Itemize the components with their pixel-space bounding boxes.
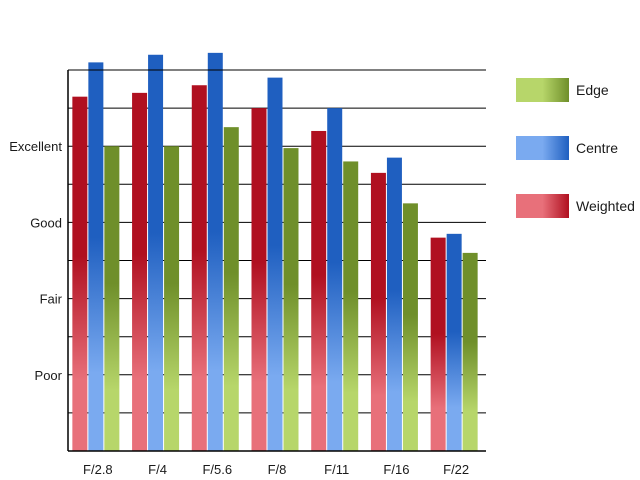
bar-centre-f8: [267, 77, 283, 452]
x-tick-label: F/11: [324, 462, 349, 477]
bars: [72, 52, 478, 452]
bar-edge-f56: [223, 127, 239, 452]
x-tick-label: F/4: [148, 462, 167, 477]
axes: F/2.8 F/4 F/5.6 F/8 F/11 F/16 F/22 Poor Fair Good…: [9, 69, 486, 477]
bar-weighted-f22: [430, 237, 446, 451]
bar-weighted-f56: [191, 85, 207, 452]
legend: Edge Centre Weighted: [516, 78, 635, 218]
legend-swatch-weighted: [516, 194, 569, 218]
bar-weighted-f16: [370, 172, 386, 451]
legend-label-centre: Centre: [576, 140, 618, 156]
y-tick-label: Poor: [35, 368, 63, 383]
legend-label-weighted: Weighted: [576, 198, 635, 214]
bar-edge-f4: [164, 146, 180, 451]
bar-edge-f11: [343, 161, 359, 451]
bar-edge-f16: [402, 203, 418, 451]
x-tick-label: F/5.6: [202, 462, 232, 477]
bar-centre-f56: [207, 52, 223, 451]
bar-weighted-f28: [72, 96, 88, 452]
bar-weighted-f11: [311, 130, 327, 451]
bar-edge-f8: [283, 148, 299, 452]
bar-centre-f11: [327, 108, 343, 451]
y-tick-label: Fair: [40, 292, 63, 307]
bar-centre-f16: [386, 157, 402, 451]
y-tick-label: Good: [30, 215, 62, 230]
bar-edge-f28: [104, 146, 120, 451]
bar-weighted-f8: [251, 108, 267, 451]
x-tick-label: F/16: [383, 462, 409, 477]
x-tick-label: F/2.8: [83, 462, 113, 477]
y-tick-label: Excellent: [9, 139, 62, 154]
bar-centre-f4: [148, 54, 164, 451]
bar-centre-f28: [88, 62, 104, 451]
bar-edge-f22: [462, 252, 478, 451]
x-tick-label: F/22: [443, 462, 469, 477]
legend-swatch-centre: [516, 136, 569, 160]
x-tick-label: F/8: [268, 462, 287, 477]
bar-weighted-f4: [132, 92, 148, 452]
legend-label-edge: Edge: [576, 82, 609, 98]
legend-swatch-edge: [516, 78, 569, 102]
bar-centre-f22: [446, 233, 462, 451]
